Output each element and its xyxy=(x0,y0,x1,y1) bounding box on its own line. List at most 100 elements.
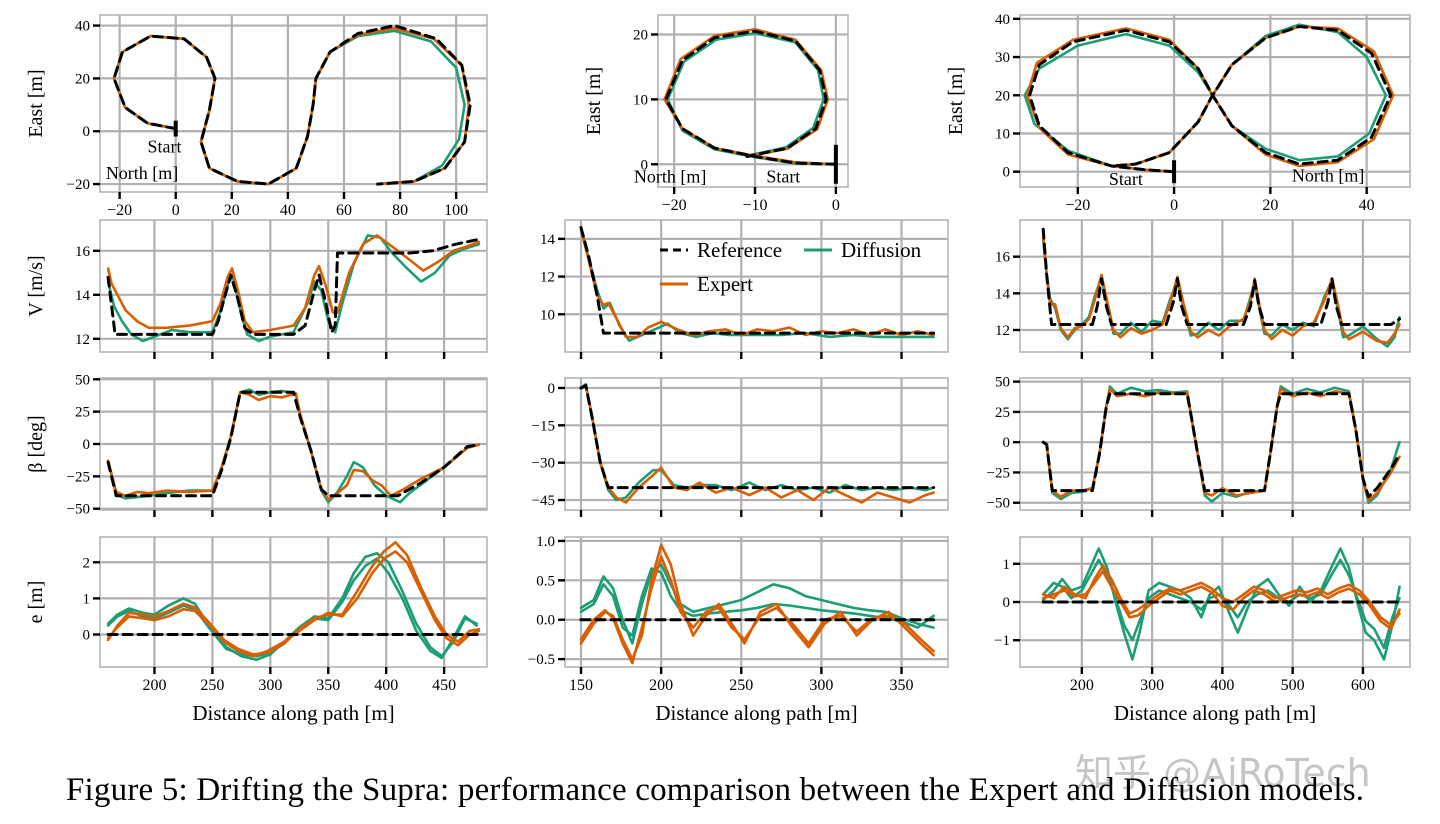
y-tick-label: 0 xyxy=(83,124,91,140)
series-line-diffusion xyxy=(1041,547,1401,661)
chart-panel-t2: −20 −10 0 0 10 20 East [m] North [m] Start xyxy=(583,14,849,214)
grid xyxy=(100,378,487,510)
x-axis-label: Distance along path [m] xyxy=(192,701,394,725)
series-line-reference xyxy=(106,238,479,336)
chart-panel-t1: −20 0 20 40 60 80 100 −20 0 20 40 East [m] Start Nort… xyxy=(25,14,488,219)
y-tick-label: 20 xyxy=(633,27,648,43)
axes-frame xyxy=(564,377,949,511)
chart-panel-v2: 10 12 14 xyxy=(540,219,949,359)
y-tick-label: −30 xyxy=(532,456,555,472)
chart-panel-e2: 150 200 250 300 350 −0.5 0.0 0.5 1.0 Distance alo… xyxy=(528,534,949,725)
y-tick-label: 16 xyxy=(75,244,91,260)
x-tick-label: −20 xyxy=(107,202,132,219)
series-line-reference xyxy=(579,384,936,490)
y-tick-label: 0 xyxy=(1003,595,1011,611)
chart-panel-b3: −50 −25 0 25 50 xyxy=(987,375,1411,517)
y-tick-label: 14 xyxy=(540,232,556,248)
annotation-label: North [m] xyxy=(634,166,706,186)
annotation-label: Start xyxy=(148,136,182,156)
series-line-expert xyxy=(106,234,481,334)
series-line-diffusion xyxy=(112,29,466,186)
grid xyxy=(1020,378,1410,510)
series-line-diffusion xyxy=(106,234,481,343)
axes-frame xyxy=(564,536,949,668)
x-tick-label: 40 xyxy=(1359,197,1375,214)
y-axis-label: V [m/s] xyxy=(25,255,47,316)
legend-label-expert: Expert xyxy=(697,272,753,296)
y-tick-label: 14 xyxy=(995,286,1011,302)
x-tick-label: −20 xyxy=(1065,197,1090,214)
x-tick-label: 200 xyxy=(142,677,166,694)
x-tick-label: 250 xyxy=(200,677,224,694)
x-tick-label: 0 xyxy=(832,197,840,214)
series-line-expert xyxy=(663,28,838,166)
grid xyxy=(1020,15,1410,187)
grid xyxy=(100,15,487,192)
y-tick-label: 2 xyxy=(83,555,91,571)
x-tick-label: 40 xyxy=(280,202,296,219)
x-tick-label: 250 xyxy=(729,677,753,694)
y-tick-label: 25 xyxy=(995,405,1010,421)
y-tick-label: 40 xyxy=(995,12,1010,28)
series-line-reference xyxy=(112,24,472,186)
x-tick-label: 0 xyxy=(172,202,180,219)
y-tick-label: 10 xyxy=(995,126,1010,142)
y-tick-label: 12 xyxy=(995,323,1010,339)
legend: Reference Diffusion Expert xyxy=(660,238,922,296)
x-tick-label: 350 xyxy=(316,677,340,694)
y-tick-label: −50 xyxy=(987,496,1010,512)
series-line-diffusion xyxy=(1023,23,1388,173)
x-tick-label: 100 xyxy=(444,202,468,219)
y-tick-label: 0.5 xyxy=(536,573,555,589)
series-line-diffusion xyxy=(579,563,935,645)
series-line-diffusion xyxy=(106,552,478,662)
y-tick-label: 1.0 xyxy=(536,534,555,550)
y-tick-label: 10 xyxy=(633,92,648,108)
y-tick-label: 50 xyxy=(995,375,1010,391)
series-line-expert xyxy=(1041,570,1401,631)
y-tick-label: −50 xyxy=(67,502,90,518)
y-tick-label: 0 xyxy=(1003,435,1011,451)
y-tick-label: 12 xyxy=(540,270,555,286)
y-tick-label: 40 xyxy=(75,19,90,35)
series-line-expert xyxy=(106,541,481,656)
grid xyxy=(1020,220,1410,352)
axes-frame xyxy=(657,14,849,188)
y-tick-label: −15 xyxy=(532,418,555,434)
x-tick-label: 0 xyxy=(1170,197,1178,214)
y-tick-label: −25 xyxy=(987,465,1010,481)
chart-panel-e1: 200 250 300 350 400 450 0 1 2 e [m] Distance along… xyxy=(25,536,488,725)
x-tick-label: 300 xyxy=(809,677,833,694)
x-tick-label: −20 xyxy=(662,197,687,214)
y-tick-label: 0 xyxy=(1003,165,1011,181)
x-tick-label: 450 xyxy=(432,677,456,694)
legend-label-reference: Reference xyxy=(697,238,782,262)
series-line-reference xyxy=(106,390,481,498)
chart-panel-v1: 12 14 16 V [m/s] xyxy=(25,219,488,359)
x-tick-label: 80 xyxy=(392,202,408,219)
chart-panel-b1: −50 −25 0 25 50 β [deg] xyxy=(25,372,488,518)
chart-panel-b2: −45 −30 −15 0 xyxy=(532,377,949,517)
figure-caption: Figure 5: Drifting the Supra: performanc… xyxy=(66,772,1365,808)
y-tick-label: 0 xyxy=(83,628,91,644)
y-tick-label: −25 xyxy=(67,469,90,485)
y-axis-label: e [m] xyxy=(25,581,47,624)
x-tick-label: 500 xyxy=(1281,677,1305,694)
series-line-expert xyxy=(1041,564,1401,627)
y-tick-label: −20 xyxy=(67,177,90,193)
y-tick-label: 20 xyxy=(75,71,90,87)
y-tick-label: −45 xyxy=(532,493,555,509)
series-line-reference xyxy=(579,226,936,335)
y-axis-label: East [m] xyxy=(25,69,47,137)
legend-label-diffusion: Diffusion xyxy=(841,238,922,262)
series-line-expert xyxy=(112,26,471,186)
y-tick-label: 20 xyxy=(995,88,1010,104)
series-line-diffusion xyxy=(579,567,935,637)
y-tick-label: 30 xyxy=(995,50,1010,66)
annotation-label: North [m] xyxy=(106,163,178,183)
x-tick-label: 20 xyxy=(1262,197,1278,214)
y-tick-label: −0.5 xyxy=(528,652,555,668)
series-line-expert xyxy=(579,555,935,665)
axes-frame xyxy=(564,219,949,353)
y-tick-label: 0.0 xyxy=(536,613,555,629)
